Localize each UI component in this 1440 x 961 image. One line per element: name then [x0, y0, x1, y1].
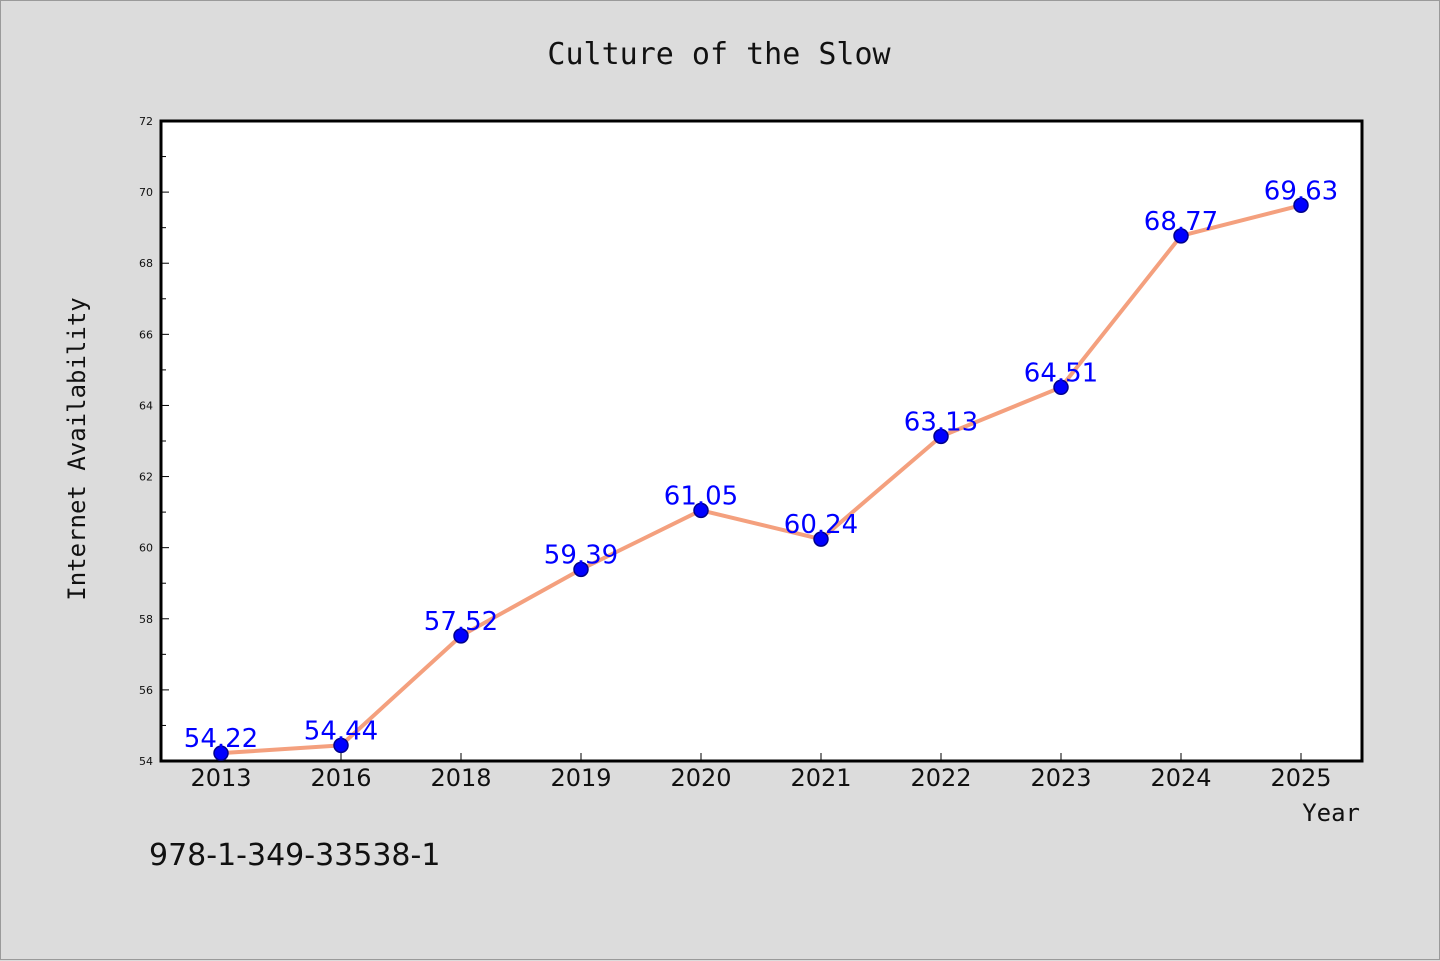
y-tick-label: 58: [139, 613, 153, 626]
data-label: 59.39: [544, 540, 618, 570]
y-tick-label: 66: [139, 328, 153, 341]
data-label: 63.13: [904, 407, 978, 437]
data-label: 69.63: [1264, 176, 1338, 206]
y-tick-label: 64: [139, 399, 153, 412]
data-point: [693, 502, 709, 519]
x-tick-label: 2019: [550, 764, 611, 792]
chart-title: Culture of the Slow: [547, 37, 891, 72]
x-tick-label: 2020: [670, 764, 731, 792]
data-label: 57.52: [424, 607, 498, 637]
series-markers: [213, 197, 1309, 761]
y-tick-label: 70: [139, 186, 153, 199]
data-point: [573, 561, 589, 578]
y-tick-label: 54: [139, 755, 153, 768]
x-tick-label: 2021: [790, 764, 851, 792]
data-label: 68.77: [1144, 207, 1218, 237]
y-tick-label: 68: [139, 257, 153, 270]
x-tick-label: 2016: [310, 764, 371, 792]
data-label: 61.05: [664, 481, 738, 511]
data-label: 54.44: [304, 716, 378, 746]
data-label: 60.24: [784, 510, 858, 540]
data-label: 54.22: [184, 724, 258, 754]
isbn-label: 978-1-349-33538-1: [149, 838, 440, 873]
x-tick-label: 2018: [430, 764, 491, 792]
data-point: [453, 628, 469, 644]
y-axis-label: Internet Availability: [63, 297, 91, 600]
series-line: [219, 203, 1303, 756]
data-point: [933, 428, 949, 445]
plot-area: [159, 119, 1364, 763]
x-axis-ticks: 2013 2016 2018 2019 2020 2021 2022 2023 2024 2025: [190, 753, 1332, 792]
x-tick-label: 2013: [190, 764, 251, 792]
y-tick-label: 72: [139, 115, 153, 128]
data-point: [333, 737, 349, 754]
data-point: [1053, 379, 1069, 396]
data-label: 64.51: [1024, 358, 1098, 388]
data-point: [1173, 228, 1189, 244]
x-tick-label: 2023: [1030, 764, 1091, 792]
y-tick-label: 56: [139, 684, 153, 697]
data-labels: 54.22 54.44 57.52 59.39 61.05 60.24 63.13 64.51…: [184, 176, 1338, 754]
data-point: [813, 531, 829, 547]
y-tick-label: 60: [139, 542, 153, 555]
y-tick-label: 62: [139, 471, 153, 484]
y-axis-ticks: 54 56 58 60 62 64 66 68 70 72: [139, 115, 169, 768]
x-tick-label: 2025: [1270, 764, 1331, 792]
x-axis-label: Year: [1302, 799, 1360, 827]
data-point: [213, 745, 229, 761]
x-tick-label: 2022: [910, 764, 971, 792]
data-point: [1293, 197, 1309, 214]
x-tick-label: 2024: [1150, 764, 1211, 792]
